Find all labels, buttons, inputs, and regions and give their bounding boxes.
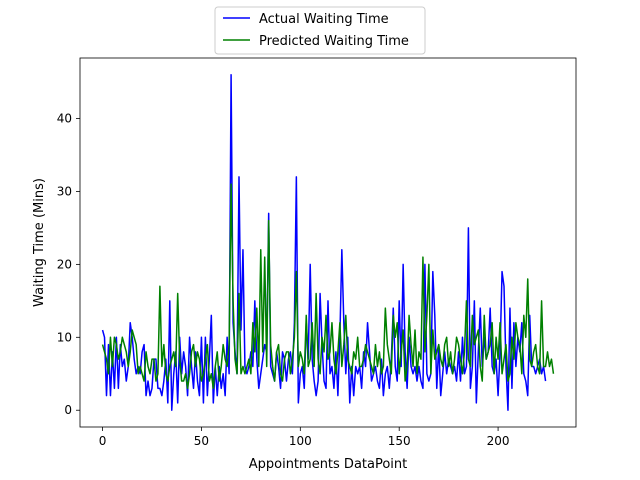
y-axis: 0 10 20 30 40 [57, 112, 80, 417]
legend-box [214, 6, 426, 55]
x-axis: 0 50 100 150 200 [99, 427, 510, 448]
x-tick-label: 0 [99, 434, 107, 448]
y-tick-label: 40 [57, 112, 72, 126]
series-line-actual [101, 74, 547, 411]
series-layer [101, 74, 555, 411]
legend: Actual Waiting Time Predicted Waiting Ti… [214, 6, 426, 55]
x-tick-label: 100 [289, 434, 312, 448]
series-line-predicted [101, 183, 555, 390]
x-axis-label: Appointments DataPoint [249, 457, 408, 472]
x-tick-label: 50 [194, 434, 209, 448]
y-axis-label: Waiting Time (Mins) [32, 178, 47, 307]
y-tick-label: 30 [57, 184, 72, 198]
legend-label-actual: Actual Waiting Time [259, 12, 389, 27]
y-tick-label: 20 [57, 257, 72, 271]
plot-frame [79, 57, 577, 428]
x-tick-label: 150 [388, 434, 411, 448]
y-tick-label: 10 [57, 330, 72, 344]
x-tick-label: 200 [487, 434, 510, 448]
legend-label-predicted: Predicted Waiting Time [259, 34, 409, 49]
y-tick-label: 0 [64, 403, 72, 417]
